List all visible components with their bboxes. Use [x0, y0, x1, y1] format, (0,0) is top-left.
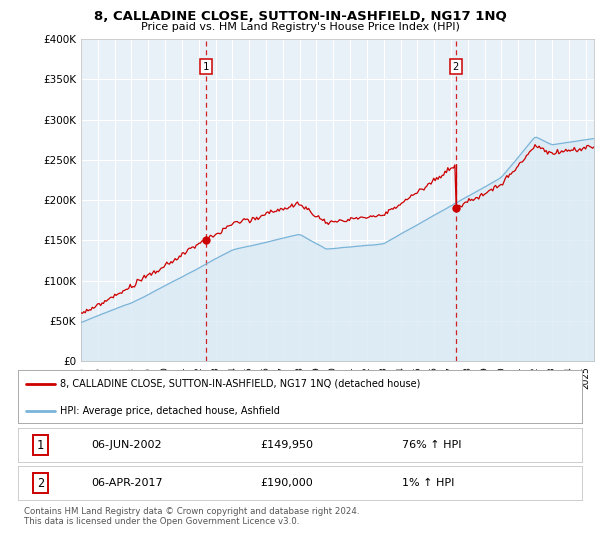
Text: Price paid vs. HM Land Registry's House Price Index (HPI): Price paid vs. HM Land Registry's House … — [140, 22, 460, 32]
Text: 06-APR-2017: 06-APR-2017 — [91, 478, 163, 488]
Text: 76% ↑ HPI: 76% ↑ HPI — [401, 440, 461, 450]
Text: HPI: Average price, detached house, Ashfield: HPI: Average price, detached house, Ashf… — [60, 406, 280, 416]
Text: 8, CALLADINE CLOSE, SUTTON-IN-ASHFIELD, NG17 1NQ (detached house): 8, CALLADINE CLOSE, SUTTON-IN-ASHFIELD, … — [60, 379, 421, 389]
Text: Contains HM Land Registry data © Crown copyright and database right 2024.
This d: Contains HM Land Registry data © Crown c… — [24, 507, 359, 526]
Text: 8, CALLADINE CLOSE, SUTTON-IN-ASHFIELD, NG17 1NQ: 8, CALLADINE CLOSE, SUTTON-IN-ASHFIELD, … — [94, 10, 506, 23]
Text: 06-JUN-2002: 06-JUN-2002 — [91, 440, 162, 450]
Text: 1: 1 — [37, 438, 44, 452]
Text: 1% ↑ HPI: 1% ↑ HPI — [401, 478, 454, 488]
Text: 2: 2 — [452, 62, 458, 72]
Text: 2: 2 — [37, 477, 44, 490]
Text: £190,000: £190,000 — [260, 478, 313, 488]
Text: 1: 1 — [203, 62, 209, 72]
Text: £149,950: £149,950 — [260, 440, 314, 450]
